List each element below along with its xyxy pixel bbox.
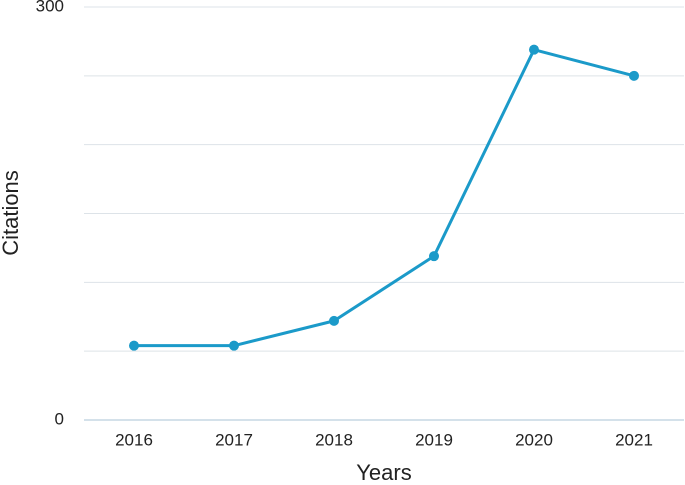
point: [229, 340, 239, 351]
point: [529, 44, 539, 55]
line: [134, 48, 635, 348]
point: [329, 315, 339, 326]
x-tick-label: 2016: [115, 430, 153, 449]
x-tick-label: 2017: [215, 430, 253, 449]
y-tick-label: 300: [36, 0, 64, 15]
x-tick-label: 2019: [415, 430, 453, 449]
y-tick-label: 0: [55, 409, 64, 428]
point: [629, 70, 639, 81]
point: [129, 340, 139, 351]
point: [429, 251, 439, 262]
x-tick-label: 2018: [315, 430, 353, 449]
x-tick-label: 2021: [615, 430, 653, 449]
y-axis-title: Citations: [0, 170, 23, 256]
x-tick-label: 2020: [515, 430, 553, 449]
x-axis-title: Years: [356, 460, 411, 485]
